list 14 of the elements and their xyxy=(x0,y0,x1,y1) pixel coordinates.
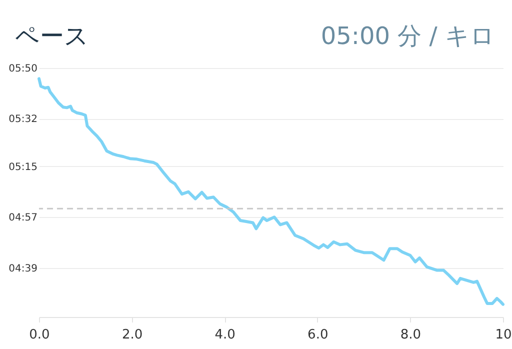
x-tick-label: 2.0 xyxy=(122,328,143,342)
y-tick-label: 05:50 xyxy=(8,64,38,74)
y-tick-label: 05:15 xyxy=(8,162,38,173)
x-tick-label: 8.0 xyxy=(400,328,422,342)
x-tick-label: 0.0 xyxy=(29,328,50,342)
text: 05:00 分 / キロ xyxy=(320,22,495,50)
chart-title: ペース xyxy=(15,22,89,50)
y-tick-label: 04:57 xyxy=(8,212,38,224)
line-series xyxy=(38,77,504,306)
x-tick-label: 10 xyxy=(495,328,512,342)
x-tick-label: 6.0 xyxy=(308,328,328,342)
y-tick-label: 04:39 xyxy=(8,263,38,274)
y-tick-label: 05:32 xyxy=(8,114,38,126)
x-tick-label: 4.0 xyxy=(214,328,236,342)
